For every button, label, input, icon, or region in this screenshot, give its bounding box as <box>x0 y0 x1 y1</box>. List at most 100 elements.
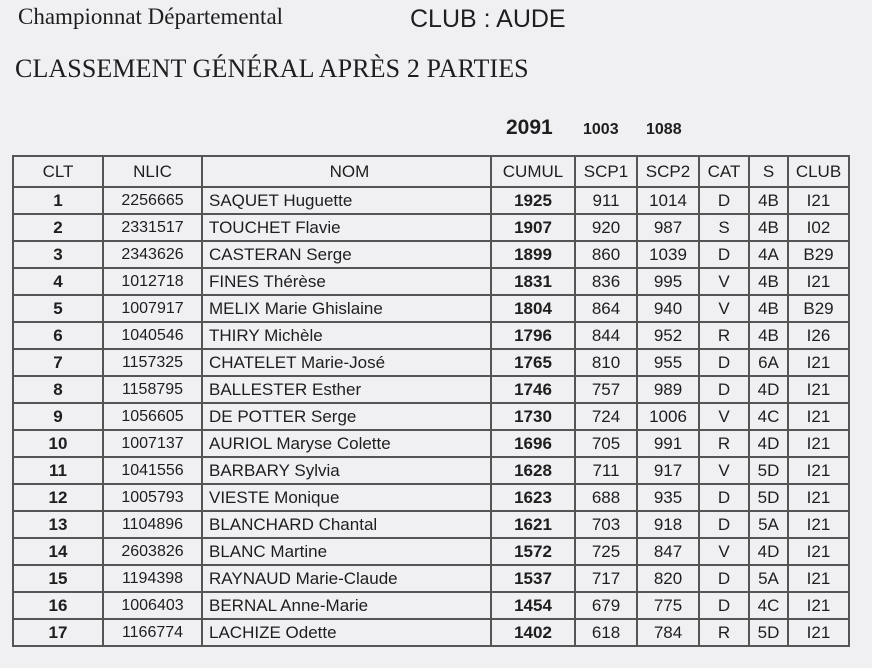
cell-scp1: 757 <box>574 375 638 404</box>
cell-cat: R <box>698 321 750 350</box>
cell-scp1: 711 <box>574 456 638 485</box>
table-row: 8 1158795 BALLESTER Esther 1746 757 989 D 4D I21 <box>12 375 850 404</box>
cell-scp2: 940 <box>636 294 700 323</box>
cell-s: 5D <box>748 618 789 647</box>
cell-s: 4C <box>748 402 789 431</box>
cell-club: B29 <box>787 240 850 269</box>
table-body: 1 2256665 SAQUET Huguette 1925 911 1014 D 4B I21… <box>12 186 850 647</box>
column-header-nlic: NLIC <box>102 155 203 188</box>
total-scp1: 1003 <box>583 121 619 138</box>
table-header-row: CLT NLIC NOM CUMUL SCP1 SCP2 CAT S CLUB <box>12 155 850 188</box>
cell-s: 5D <box>748 483 789 512</box>
cell-scp1: 679 <box>574 591 638 620</box>
table-row: 10 1007137 AURIOL Maryse Colette 1696 705 991… <box>12 429 850 458</box>
cell-cat: D <box>698 564 750 593</box>
cell-cumul: 1621 <box>490 510 576 539</box>
cell-nom: MELIX Marie Ghislaine <box>201 294 492 323</box>
cell-nlic: 2256665 <box>102 186 203 215</box>
cell-clt: 8 <box>12 375 104 404</box>
cell-nom: VIESTE Monique <box>201 483 492 512</box>
cell-nlic: 1056605 <box>102 402 203 431</box>
cell-nlic: 1040546 <box>102 321 203 350</box>
cell-club: I21 <box>787 186 850 215</box>
column-header-s: S <box>748 155 789 188</box>
table-row: 7 1157325 CHATELET Marie-José 1765 810 955 D 6A… <box>12 348 850 377</box>
cell-s: 4B <box>748 267 789 296</box>
cell-scp1: 724 <box>574 402 638 431</box>
cell-nom: TOUCHET Flavie <box>201 213 492 242</box>
cell-nom: BARBARY Sylvia <box>201 456 492 485</box>
cell-nlic: 1158795 <box>102 375 203 404</box>
cell-nlic: 1104896 <box>102 510 203 539</box>
cell-s: 4D <box>748 537 789 566</box>
cell-cumul: 1572 <box>490 537 576 566</box>
cell-clt: 16 <box>12 591 104 620</box>
cell-scp2: 847 <box>636 537 700 566</box>
table-row: 2 2331517 TOUCHET Flavie 1907 920 987 S 4B I02 <box>12 213 850 242</box>
cell-clt: 11 <box>12 456 104 485</box>
total-cumul: 2091 <box>506 116 553 139</box>
cell-scp1: 920 <box>574 213 638 242</box>
cell-nlic: 1157325 <box>102 348 203 377</box>
club-label: CLUB : AUDE <box>410 5 566 33</box>
cell-s: 4B <box>748 294 789 323</box>
cell-cat: D <box>698 348 750 377</box>
cell-nom: RAYNAUD Marie-Claude <box>201 564 492 593</box>
cell-nlic: 2343626 <box>102 240 203 269</box>
cell-club: I21 <box>787 591 850 620</box>
cell-nom: THIRY Michèle <box>201 321 492 350</box>
cell-cat: V <box>698 402 750 431</box>
cell-scp1: 688 <box>574 483 638 512</box>
table-row: 6 1040546 THIRY Michèle 1796 844 952 R 4B I26 <box>12 321 850 350</box>
cell-s: 4A <box>748 240 789 269</box>
cell-club: I21 <box>787 348 850 377</box>
cell-s: 4B <box>748 186 789 215</box>
cell-scp2: 820 <box>636 564 700 593</box>
cell-cumul: 1925 <box>490 186 576 215</box>
cell-cumul: 1831 <box>490 267 576 296</box>
cell-cumul: 1899 <box>490 240 576 269</box>
table-row: 9 1056605 DE POTTER Serge 1730 724 1006 V 4C I21 <box>12 402 850 431</box>
cell-club: B29 <box>787 294 850 323</box>
cell-nom: DE POTTER Serge <box>201 402 492 431</box>
cell-club: I21 <box>787 618 850 647</box>
table-row: 11 1041556 BARBARY Sylvia 1628 711 917 V 5D I21 <box>12 456 850 485</box>
cell-cat: V <box>698 456 750 485</box>
cell-nlic: 1166774 <box>102 618 203 647</box>
cell-nom: FINES Thérèse <box>201 267 492 296</box>
column-header-cumul: CUMUL <box>490 155 576 188</box>
column-header-scp1: SCP1 <box>574 155 638 188</box>
cell-cat: D <box>698 591 750 620</box>
cell-cat: R <box>698 618 750 647</box>
cell-club: I21 <box>787 537 850 566</box>
cell-cat: R <box>698 429 750 458</box>
cell-clt: 15 <box>12 564 104 593</box>
cell-cumul: 1623 <box>490 483 576 512</box>
cell-club: I21 <box>787 429 850 458</box>
table-row: 15 1194398 RAYNAUD Marie-Claude 1537 717 820 D… <box>12 564 850 593</box>
table-row: 3 2343626 CASTERAN Serge 1899 860 1039 D 4A B29 <box>12 240 850 269</box>
table-row: 13 1104896 BLANCHARD Chantal 1621 703 918 D 5A I… <box>12 510 850 539</box>
cell-scp1: 717 <box>574 564 638 593</box>
cell-club: I21 <box>787 267 850 296</box>
cell-cumul: 1730 <box>490 402 576 431</box>
cell-scp2: 1039 <box>636 240 700 269</box>
cell-cumul: 1796 <box>490 321 576 350</box>
cell-scp2: 935 <box>636 483 700 512</box>
cell-nom: SAQUET Huguette <box>201 186 492 215</box>
table-row: 1 2256665 SAQUET Huguette 1925 911 1014 D 4B I21 <box>12 186 850 215</box>
cell-clt: 9 <box>12 402 104 431</box>
cell-cat: D <box>698 510 750 539</box>
cell-scp2: 989 <box>636 375 700 404</box>
cell-cumul: 1907 <box>490 213 576 242</box>
cell-scp2: 955 <box>636 348 700 377</box>
table-row: 12 1005793 VIESTE Monique 1623 688 935 D 5D I21 <box>12 483 850 512</box>
cell-cumul: 1402 <box>490 618 576 647</box>
cell-nlic: 1005793 <box>102 483 203 512</box>
cell-scp1: 705 <box>574 429 638 458</box>
cell-s: 4B <box>748 321 789 350</box>
cell-scp2: 991 <box>636 429 700 458</box>
cell-scp2: 917 <box>636 456 700 485</box>
cell-scp1: 618 <box>574 618 638 647</box>
cell-club: I21 <box>787 564 850 593</box>
